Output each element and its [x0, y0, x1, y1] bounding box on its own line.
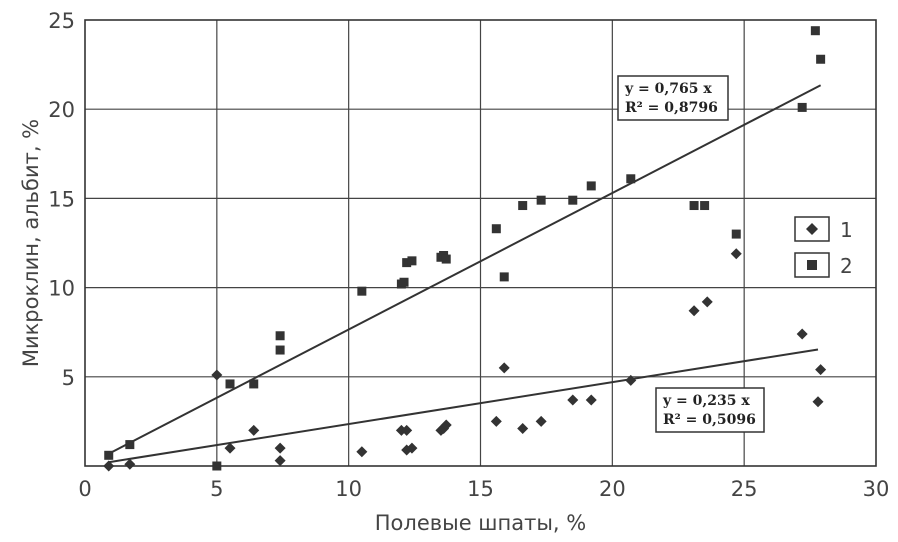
plot-frame [84, 19, 877, 467]
square-point-series-2 [797, 102, 807, 112]
diamond-point-series-1 [406, 442, 418, 454]
diamond-point-series-1 [796, 328, 808, 340]
diamond-point-series-1 [535, 415, 547, 427]
diamond-point-series-1 [356, 446, 368, 458]
diamond-point-series-1 [274, 442, 286, 454]
square-point-series-2 [357, 286, 367, 296]
square-point-series-2 [518, 201, 528, 211]
equation-box-frame [655, 387, 765, 433]
diamond-point-series-1 [701, 296, 713, 308]
diamond-point-series-1 [815, 364, 827, 376]
trendline-series-1 [108, 348, 819, 464]
x-tick-label: 0 [78, 477, 91, 501]
square-point-series-2 [441, 254, 451, 264]
x-tick-label: 15 [467, 477, 494, 501]
x-tick-label: 30 [863, 477, 890, 501]
x-axis-ticks: 0 5 10 15 20 25 30 [78, 477, 889, 501]
x-tick-label: 5 [210, 477, 223, 501]
square-point-series-2 [407, 256, 417, 266]
diamond-point-series-1 [124, 458, 136, 470]
square-point-series-2 [225, 379, 235, 389]
diamond-point-series-1 [730, 248, 742, 260]
square-point-series-2 [689, 201, 699, 211]
square-point-series-2 [275, 331, 285, 341]
trendline-equation-box-series-1: y = 0,235 x R² = 0,5096 [655, 387, 765, 433]
square-point-series-2 [125, 440, 135, 450]
square-point-series-2 [402, 258, 412, 268]
square-point-series-2 [816, 54, 826, 64]
diamond-point-series-1 [517, 423, 529, 435]
diamond-point-series-1 [274, 455, 286, 467]
legend-label-series-1: 1 [840, 218, 853, 242]
diamond-point-series-1 [812, 396, 824, 408]
y-axis-title: Микроклин, альбит, % [19, 119, 43, 367]
y-tick-label: 10 [48, 277, 75, 301]
trendlines [108, 84, 822, 464]
r-squared-text: R² = 0,8796 [625, 100, 718, 116]
square-point-series-2 [275, 345, 285, 355]
square-point-series-2 [249, 379, 259, 389]
y-axis-ticks: 5 10 15 20 25 [48, 9, 75, 390]
diamond-point-series-1 [498, 362, 510, 374]
square-point-series-2 [212, 461, 222, 471]
diamond-point-series-1 [490, 415, 502, 427]
square-point-series-2 [536, 195, 546, 205]
diamond-point-series-1 [585, 394, 597, 406]
square-point-series-2 [499, 272, 509, 282]
square-point-series-2 [731, 229, 741, 239]
diamond-point-series-1 [401, 424, 413, 436]
diamond-point-series-1 [103, 460, 115, 472]
square-point-series-2 [491, 224, 501, 234]
legend-square-marker [807, 260, 817, 270]
y-tick-label: 25 [48, 9, 75, 33]
equation-text: y = 0,765 x [624, 81, 712, 97]
trendline-series-2 [108, 84, 822, 455]
r-squared-text: R² = 0,5096 [663, 412, 756, 428]
square-point-series-2 [399, 277, 409, 287]
square-point-series-2 [700, 201, 710, 211]
diamond-point-series-1 [248, 424, 260, 436]
legend-label-series-2: 2 [840, 254, 853, 278]
x-tick-label: 25 [731, 477, 758, 501]
equation-text: y = 0,235 x [662, 393, 750, 409]
diamond-point-series-1 [224, 442, 236, 454]
diamond-point-series-1 [567, 394, 579, 406]
square-point-series-2 [810, 26, 820, 36]
x-tick-label: 20 [599, 477, 626, 501]
y-tick-label: 20 [48, 98, 75, 122]
y-tick-label: 5 [62, 366, 75, 390]
equation-box-frame [617, 75, 729, 121]
y-tick-label: 15 [48, 187, 75, 211]
x-axis-title: Полевые шпаты, % [375, 511, 586, 535]
diamond-point-series-1 [688, 305, 700, 317]
square-point-series-2 [586, 181, 596, 191]
data-points [103, 26, 827, 472]
legend-diamond-marker [806, 223, 818, 235]
diamond-point-series-1 [440, 419, 452, 431]
square-point-series-2 [104, 450, 114, 460]
x-tick-label: 10 [335, 477, 362, 501]
square-point-series-2 [626, 174, 636, 184]
square-point-series-2 [568, 195, 578, 205]
diamond-point-series-1 [211, 369, 223, 381]
diamond-point-series-1 [625, 374, 637, 386]
trendline-equation-box-series-2: y = 0,765 x R² = 0,8796 [617, 75, 729, 121]
legend: 1 2 [794, 216, 853, 278]
